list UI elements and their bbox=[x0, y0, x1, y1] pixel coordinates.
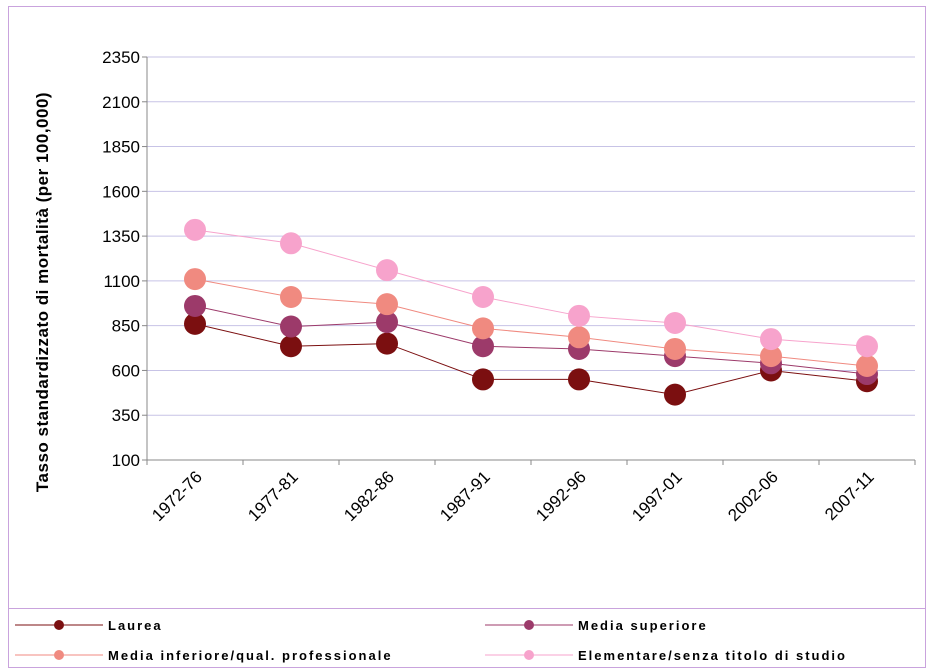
x-tick-label: 2007-11 bbox=[821, 467, 878, 524]
series-line bbox=[194, 229, 868, 347]
data-point bbox=[664, 311, 686, 334]
series-line bbox=[194, 278, 868, 367]
data-point bbox=[472, 335, 494, 358]
data-point bbox=[184, 294, 206, 317]
data-point bbox=[568, 304, 590, 327]
x-tick-labels: 1972-76 1977-81 1982-86 1987-91 1992-96 1997-… bbox=[148, 467, 878, 525]
x-tick-label: 1992-96 bbox=[532, 467, 590, 525]
y-tick-labels: 100 350 600 850 1100 1350 1600 1850 2100 2350 bbox=[102, 48, 140, 470]
data-point bbox=[280, 232, 302, 255]
legend-box bbox=[8, 608, 926, 668]
y-tick-label: 350 bbox=[112, 406, 140, 425]
x-tick-label: 1997-01 bbox=[628, 467, 686, 525]
legend-marker bbox=[524, 620, 534, 630]
x-tick-label: 1977-81 bbox=[244, 467, 302, 525]
x-tick-label: 1972-76 bbox=[148, 467, 206, 525]
x-tick-label: 1987-91 bbox=[436, 467, 494, 525]
y-tick-label: 850 bbox=[112, 317, 140, 336]
data-point bbox=[376, 259, 398, 282]
series-line bbox=[194, 323, 868, 396]
data-point bbox=[472, 317, 494, 340]
x-tick-label: 1982-86 bbox=[340, 467, 398, 525]
data-point bbox=[376, 332, 398, 355]
gridlines bbox=[142, 56, 915, 461]
data-point bbox=[184, 218, 206, 241]
data-point bbox=[184, 268, 206, 291]
legend-marker bbox=[54, 650, 64, 660]
data-point bbox=[760, 328, 782, 351]
data-point bbox=[856, 335, 878, 358]
legend-item: Media superiore bbox=[485, 618, 708, 633]
legend-label: Elementare/senza titolo di studio bbox=[578, 648, 847, 663]
series-group bbox=[184, 218, 878, 406]
series-line bbox=[194, 305, 868, 375]
legend: Laurea Media superiore Media inferiore/qua… bbox=[15, 618, 847, 663]
legend-marker bbox=[54, 620, 64, 630]
y-tick-label: 100 bbox=[112, 451, 140, 470]
data-point bbox=[280, 286, 302, 309]
data-point bbox=[664, 337, 686, 360]
data-point bbox=[376, 311, 398, 334]
data-point bbox=[568, 326, 590, 349]
data-point bbox=[664, 383, 686, 406]
x-tick-label: 2002-06 bbox=[724, 467, 782, 525]
y-tick-label: 1600 bbox=[102, 182, 140, 201]
y-axis-label: Tasso standardizzato di mortalità (per 1… bbox=[33, 92, 52, 492]
data-point bbox=[760, 345, 782, 368]
y-tick-label: 1100 bbox=[103, 272, 140, 291]
y-tick-label: 1850 bbox=[102, 138, 140, 157]
data-point bbox=[280, 315, 302, 338]
data-point bbox=[280, 335, 302, 358]
y-tick-label: 600 bbox=[112, 361, 140, 380]
legend-item: Elementare/senza titolo di studio bbox=[485, 648, 847, 663]
data-point bbox=[856, 354, 878, 377]
y-tick-label: 1350 bbox=[102, 227, 140, 246]
legend-label: Media inferiore/qual. professionale bbox=[108, 648, 393, 663]
data-point bbox=[472, 286, 494, 309]
legend-label: Laurea bbox=[108, 618, 163, 633]
legend-item: Laurea bbox=[15, 618, 163, 633]
data-point bbox=[184, 312, 206, 335]
legend-item: Media inferiore/qual. professionale bbox=[15, 648, 393, 663]
legend-label: Media superiore bbox=[578, 618, 708, 633]
data-point bbox=[376, 293, 398, 316]
series-elementare-senza-titolo-di-studio bbox=[184, 218, 878, 358]
legend-marker bbox=[524, 650, 534, 660]
series-media-inferiore-qual-professionale bbox=[184, 268, 878, 377]
axes bbox=[146, 57, 916, 465]
y-tick-label: 2350 bbox=[102, 48, 140, 67]
data-point bbox=[568, 368, 590, 391]
y-tick-label: 2100 bbox=[102, 93, 140, 112]
data-point bbox=[472, 368, 494, 391]
